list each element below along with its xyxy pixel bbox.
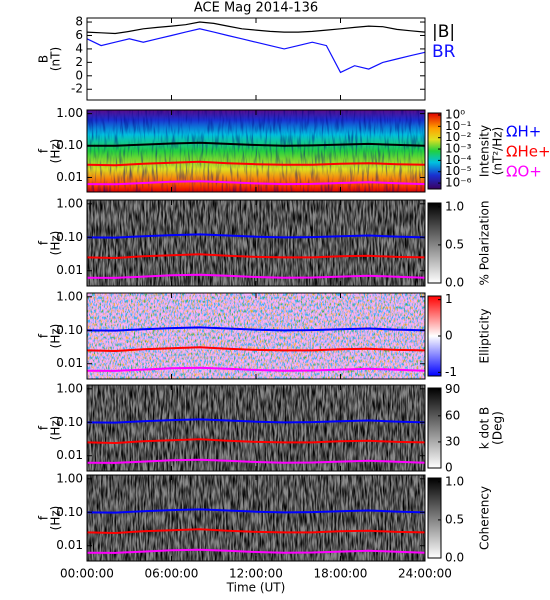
y-tick-label: 0.01 [56, 538, 83, 552]
series-line [86, 28, 426, 74]
legend-label: BR [432, 42, 456, 62]
legend-label: |B| [432, 22, 455, 42]
y-tick-label: 0.10 [56, 138, 83, 152]
y-tick-label: -2 [71, 82, 83, 96]
y-tick-label: 0.01 [56, 263, 83, 277]
y-tick-label: 1.00 [56, 196, 83, 210]
series-line [86, 160, 426, 167]
y-axis-label: f [37, 515, 51, 520]
colorbar [427, 387, 442, 469]
y-tick-label: 6 [75, 28, 83, 42]
colorbar-tick-label: 0.5 [445, 512, 464, 526]
colorbar-tick-label: 10⁻¹ [445, 119, 472, 133]
y-axis-label: f [37, 333, 51, 338]
x-tick-label: 12:00:00 [229, 567, 283, 581]
x-tick-label: 00:00:00 [60, 567, 114, 581]
x-tick-label: 18:00:00 [314, 567, 368, 581]
spectrogram-texture [87, 293, 425, 379]
colorbar-label: Coherency [478, 486, 492, 550]
series-line [86, 141, 426, 147]
colorbar-label: % Polarization [478, 201, 492, 286]
series-line [86, 528, 426, 535]
spectrogram-texture [87, 385, 425, 471]
y-axis-label: (Hz) [49, 506, 63, 531]
series-line [86, 346, 426, 353]
chart-title: ACE Mag 2014-136 [194, 1, 318, 16]
colorbar [427, 112, 442, 190]
colorbar-tick-label: 0.5 [445, 237, 464, 251]
spectrogram-texture [87, 110, 425, 192]
colorbar-label: Ellipticity [478, 309, 492, 364]
y-axis-label: f [37, 425, 51, 430]
colorbar-tick-label: 60 [445, 408, 460, 422]
colorbar-tick-label: 10⁰ [445, 107, 465, 121]
colorbar-tick-label: 10⁻⁶ [445, 176, 472, 190]
spectrogram-texture [87, 475, 425, 561]
colorbar [427, 477, 442, 559]
y-axis-label: f [37, 148, 51, 153]
y-tick-label: 0 [75, 68, 83, 82]
series-line [86, 253, 426, 260]
series-line [86, 273, 426, 279]
y-axis-label: B [37, 55, 51, 63]
y-tick-label: 0.01 [56, 356, 83, 370]
series-line [86, 21, 426, 35]
colorbar-label: (Deg) [491, 411, 505, 445]
y-tick-label: 0.10 [56, 230, 83, 244]
y-tick-label: 0.01 [56, 170, 83, 184]
colorbar-tick-label: 1.0 [445, 199, 464, 213]
y-axis-label: (Hz) [49, 416, 63, 441]
colorbar-tick-label: 10⁻⁵ [445, 164, 472, 178]
series-line [86, 418, 426, 424]
y-tick-label: 4 [75, 41, 83, 55]
y-tick-label: 1.00 [56, 381, 83, 395]
y-axis-label: f [37, 240, 51, 245]
series-line [86, 458, 426, 464]
y-tick-label: 0.10 [56, 323, 83, 337]
colorbar-tick-label: 90 [445, 382, 460, 396]
series-line [86, 548, 426, 554]
colorbar-label: Intensity [478, 125, 492, 177]
colorbar-label: (nT²/Hz) [491, 127, 505, 175]
colorbar-tick-label: 0.0 [445, 276, 464, 290]
colorbar-tick-label: 0 [445, 461, 453, 475]
y-tick-label: 0.10 [56, 505, 83, 519]
series-line [86, 326, 426, 332]
spectrogram-texture [87, 200, 425, 286]
x-tick-label: 24:00:00 [398, 567, 452, 581]
y-tick-label: 1.00 [56, 471, 83, 485]
colorbar-tick-label: 10⁻² [445, 130, 472, 144]
x-axis-label: Time (UT) [226, 581, 286, 595]
colorbar-tick-label: 0 [445, 329, 453, 343]
y-tick-label: 1.00 [56, 106, 83, 120]
y-tick-label: 0.01 [56, 448, 83, 462]
legend-label: ΩH+ [506, 123, 541, 141]
series-line [86, 438, 426, 445]
y-tick-label: 8 [75, 15, 83, 29]
series-line [86, 508, 426, 514]
y-tick-label: 2 [75, 55, 83, 69]
colorbar-tick-label: -1 [445, 365, 457, 379]
y-tick-label: 0.10 [56, 415, 83, 429]
colorbar-tick-label: 10⁻⁴ [445, 153, 472, 167]
y-axis-label: (Hz) [49, 231, 63, 256]
y-axis-label: (Hz) [49, 324, 63, 349]
series-line [86, 366, 426, 372]
colorbar-tick-label: 30 [445, 434, 460, 448]
colorbar-tick-label: 10⁻³ [445, 142, 472, 156]
legend-label: ΩO+ [506, 163, 542, 181]
x-tick-label: 06:00:00 [145, 567, 199, 581]
y-tick-label: 1.00 [56, 289, 83, 303]
y-axis-label: (Hz) [49, 139, 63, 164]
legend-label: ΩHe+ [506, 143, 550, 161]
colorbar-tick-label: 1.0 [445, 474, 464, 488]
colorbar-tick-label: 0.0 [445, 551, 464, 565]
colorbar-label: k dot B [478, 407, 492, 449]
series-line [86, 180, 426, 186]
series-line [86, 233, 426, 239]
colorbar [427, 202, 442, 284]
colorbar-tick-label: 1 [445, 292, 453, 306]
y-axis-label: (nT) [49, 47, 63, 71]
